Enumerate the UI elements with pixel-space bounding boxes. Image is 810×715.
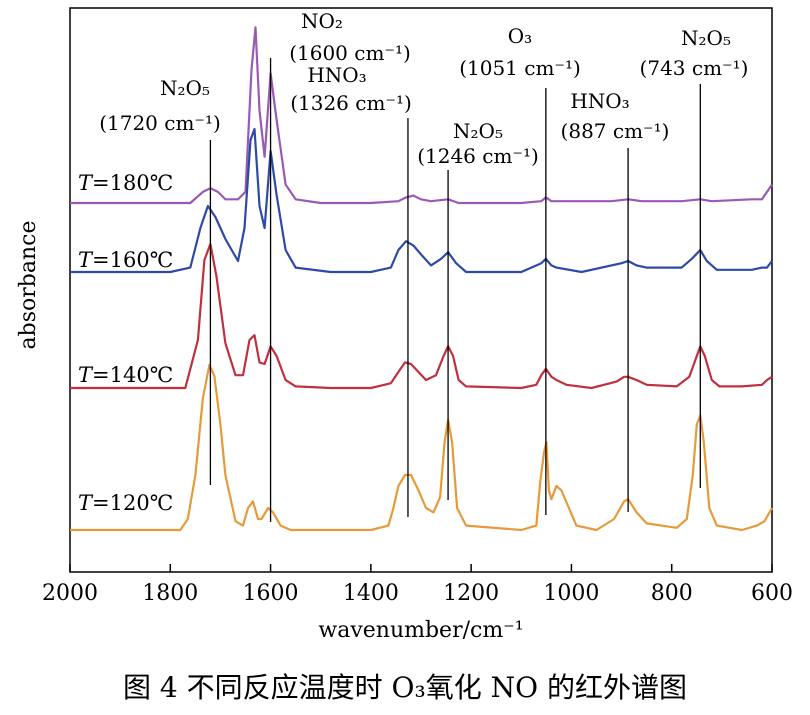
x-tick-label: 1400 [343,581,399,606]
peak-annotation-wavenumber: (743 cm⁻¹) [640,56,749,80]
temperature-label: T=160℃ [78,248,173,272]
series-line-1 [70,26,773,205]
x-axis: 2000 1800 1600 1400 1200 1000 800 600 [42,564,793,606]
x-tick-label: 1200 [443,581,499,606]
series-layer [70,26,773,532]
temperature-label: T=120℃ [78,491,173,515]
x-axis-title: wavenumber/cm⁻¹ [318,618,523,643]
peak-annotation-species: HNO₃ [570,89,629,113]
figure-caption: 图 4 不同反应温度时 O₃氧化 NO 的红外谱图 [123,671,687,704]
x-tick-label: 600 [751,581,793,606]
peak-annotation-species: HNO₃ [307,63,366,87]
peak-annotation-species: O₃ [508,24,532,48]
peak-annotation-wavenumber: (1246 cm⁻¹) [417,144,539,168]
x-tick-label: 1800 [142,581,198,606]
temperature-label-layer: T=180℃ T=160℃ T=140℃ T=120℃ [78,171,173,515]
series-line-2 [70,127,773,274]
x-tick-label: 800 [651,581,693,606]
peak-annotation-wavenumber: (1720 cm⁻¹) [99,111,221,135]
peak-annotation-species: N₂O₅ [453,119,503,143]
y-axis-title: absorbance [16,221,41,350]
plot-frame [69,7,773,573]
temperature-label: T=180℃ [78,171,173,195]
peak-annotation-species: N₂O₅ [681,26,731,50]
peak-annotation-wavenumber: (1600 cm⁻¹) [289,41,411,65]
x-tick-label: 2000 [42,581,98,606]
series-line-3 [70,242,773,390]
peak-annotation-species: N₂O₅ [160,76,210,100]
peak-annotation-species: NO₂ [301,9,343,33]
plot-border [69,7,773,573]
series-line-4 [70,363,773,532]
x-tick-label: 1600 [243,581,299,606]
peak-annotation-wavenumber: (1326 cm⁻¹) [290,91,412,115]
peak-marker-layer [209,58,701,522]
temperature-label: T=140℃ [78,363,173,387]
peak-annotation-layer: N₂O₅(1720 cm⁻¹)NO₂(1600 cm⁻¹)HNO₃(1326 c… [99,9,748,168]
x-tick-label: 1000 [543,581,599,606]
peak-annotation-wavenumber: (887 cm⁻¹) [561,119,670,143]
peak-annotation-wavenumber: (1051 cm⁻¹) [459,56,581,80]
